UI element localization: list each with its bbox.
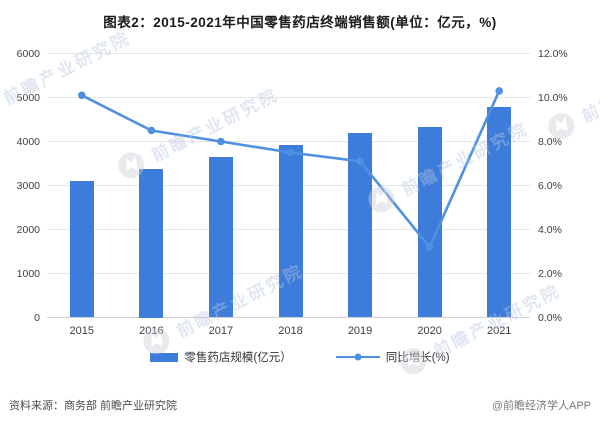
footer: 资料来源：商务部 前瞻产业研究院 @前瞻经济学人APP: [0, 397, 600, 413]
left-axis-tick-label: 2000: [16, 223, 40, 236]
gridline: [47, 53, 530, 54]
bar-2018: [278, 145, 303, 318]
x-axis-label-2019: 2019: [347, 324, 373, 337]
x-axis-label-2018: 2018: [278, 324, 303, 337]
growth-point-2016: [147, 126, 156, 135]
right-axis-tick-label: 12.0%: [538, 47, 568, 60]
legend-label-line-series: 同比增长(%): [385, 352, 450, 364]
bar-2016: [139, 169, 164, 318]
legend-item-bar-series: 零售药店规模(亿元）: [150, 349, 292, 365]
left-axis-tick-label: 1000: [16, 267, 40, 280]
gridline: [47, 97, 530, 98]
legend-item-line-series: 同比增长(%): [335, 349, 450, 365]
watermark-text: 前瞻产业研究院: [148, 84, 282, 165]
legend: 零售药店规模(亿元） 同比增长(%): [0, 349, 600, 365]
x-axis-line: [47, 317, 530, 318]
right-axis-tick-label: 2.0%: [538, 267, 562, 280]
right-axis-tick-label: 0.0%: [538, 311, 562, 324]
right-axis-tick-label: 4.0%: [538, 223, 562, 236]
right-axis-tick-label: 8.0%: [538, 135, 562, 148]
bar-2021: [487, 107, 512, 318]
watermark-band: 前瞻产业研究院: [0, 21, 135, 129]
left-axis-tick-label: 6000: [16, 47, 40, 60]
attribution: @前瞻经济学人APP: [491, 400, 591, 412]
source-note: 资料来源：商务部 前瞻产业研究院: [9, 400, 178, 412]
growth-point-2021: [495, 87, 504, 95]
x-axis-label-2016: 2016: [139, 324, 164, 337]
line-series-marker-swatch: [354, 353, 362, 361]
left-axis-tick-label: 5000: [16, 91, 40, 104]
line-series-swatch: [335, 353, 380, 361]
watermark-text: 前瞻产业研究院: [398, 118, 532, 199]
x-axis-label-2015: 2015: [69, 324, 95, 337]
legend-label-bar-series: 零售药店规模(亿元）: [184, 352, 292, 364]
left-axis-tick-label: 3000: [16, 179, 40, 192]
left-axis-tick-label: 0: [34, 311, 40, 324]
bar-series-swatch: [150, 352, 179, 362]
bar-2020: [417, 126, 442, 318]
bar-2017: [208, 157, 233, 318]
x-axis-label-2020: 2020: [417, 324, 442, 337]
bar-2015: [69, 181, 94, 318]
x-axis-label-2021: 2021: [486, 324, 512, 337]
right-axis-tick-label: 10.0%: [538, 91, 568, 104]
x-axis-label-2017: 2017: [208, 324, 234, 337]
right-axis-tick-label: 6.0%: [538, 179, 562, 192]
watermark-band: 前瞻产业研究院: [111, 78, 283, 186]
bar-2019: [348, 132, 373, 318]
gridline: [47, 141, 530, 142]
chart-title: 图表2：2015-2021年中国零售药店终端销售额(单位：亿元，%): [103, 15, 497, 30]
left-axis-tick-label: 4000: [16, 135, 40, 148]
